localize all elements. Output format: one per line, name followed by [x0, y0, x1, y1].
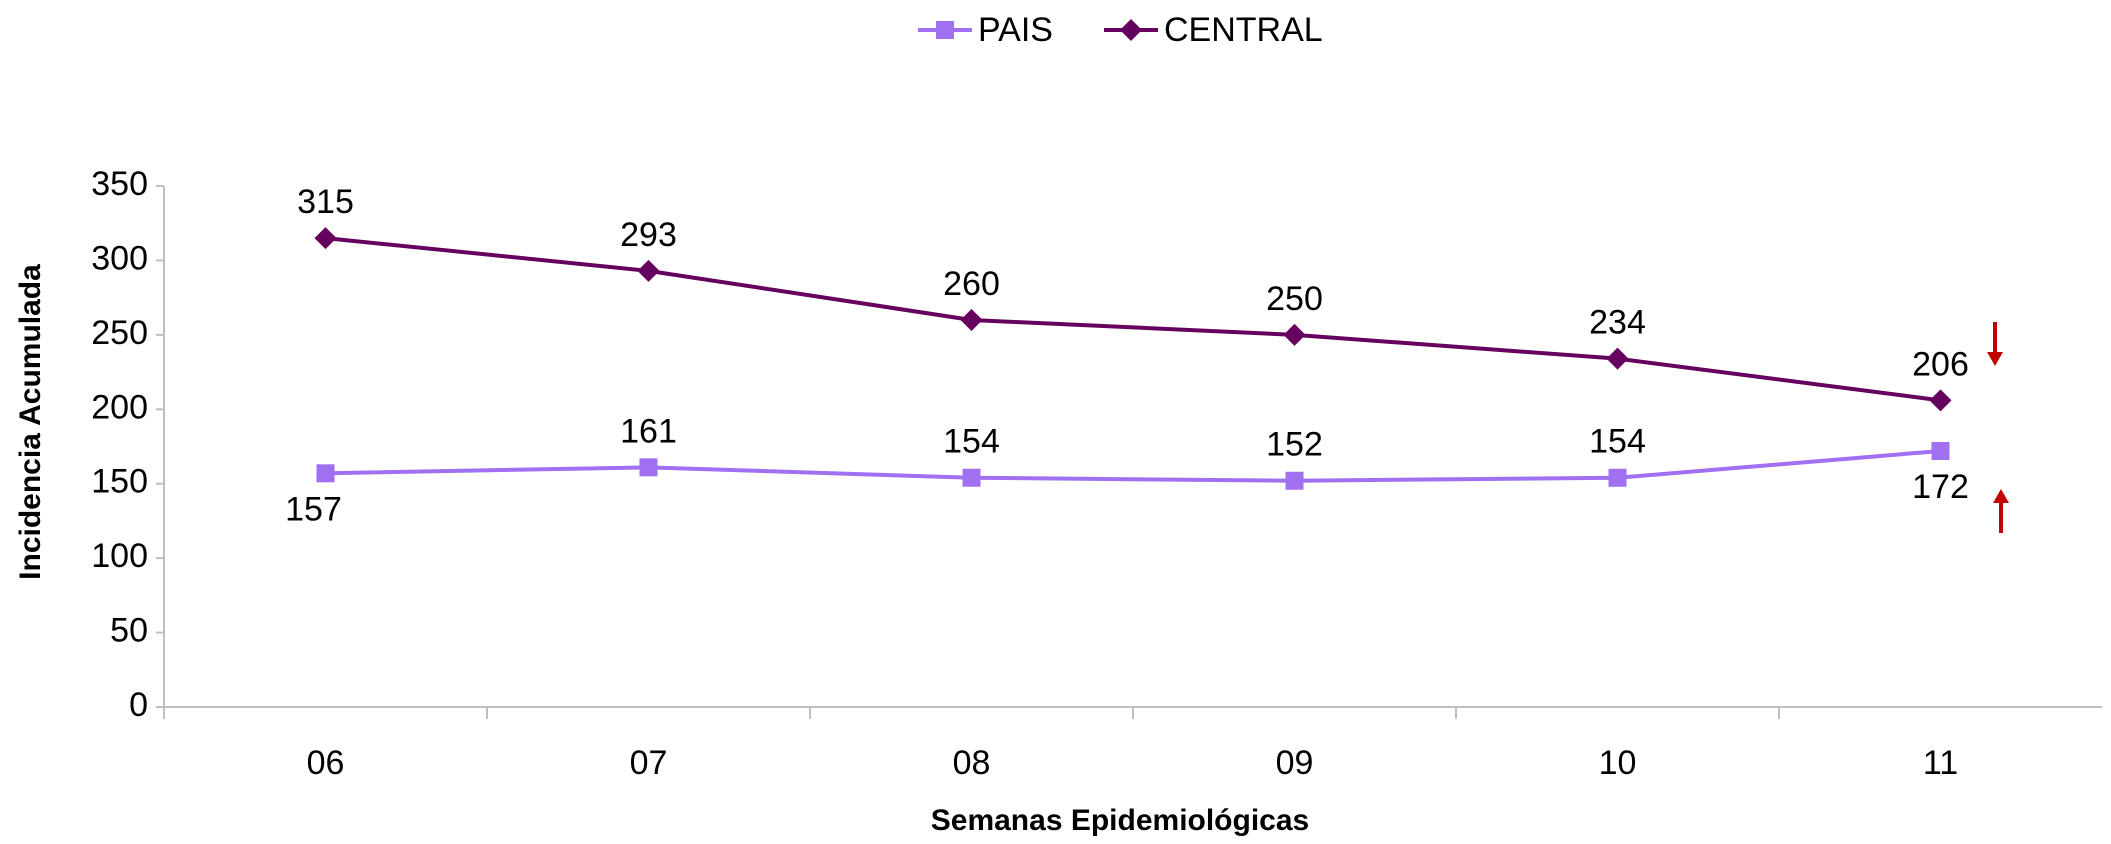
legend-label: PAIS [978, 11, 1053, 49]
marker [1120, 19, 1142, 41]
y-tick-label: 200 [91, 388, 148, 426]
y-tick-label: 250 [91, 314, 148, 352]
data-label: 152 [1266, 426, 1323, 464]
data-label: 172 [1912, 468, 1969, 506]
y-tick-label: 0 [129, 686, 148, 724]
y-axis-title: Incidencia Acumulada [14, 264, 47, 580]
x-tick-label: 07 [630, 744, 668, 782]
trend-arrow-head [1987, 352, 2003, 366]
x-tick-label: 06 [307, 744, 345, 782]
marker [962, 468, 981, 487]
data-label: 234 [1589, 304, 1646, 342]
marker [316, 464, 335, 483]
marker [1929, 389, 1952, 412]
data-label: 154 [1589, 423, 1646, 461]
x-tick-label: 08 [953, 744, 991, 782]
marker [1608, 468, 1627, 487]
x-tick-label: 10 [1599, 744, 1637, 782]
marker [936, 21, 954, 39]
marker [1283, 323, 1306, 346]
y-tick-label: 50 [110, 612, 148, 650]
trend-arrow-head [1993, 489, 2009, 503]
x-tick-label: 09 [1276, 744, 1314, 782]
y-tick-label: 150 [91, 463, 148, 501]
data-label: 154 [943, 423, 1000, 461]
series-line [325, 236, 1941, 403]
y-tick-label: 350 [91, 165, 148, 203]
data-label: 206 [1912, 345, 1969, 383]
marker [639, 458, 658, 477]
marker [960, 308, 983, 331]
series-line [325, 448, 1941, 483]
marker [1931, 441, 1950, 460]
data-label: 157 [285, 490, 342, 528]
x-axis-title: Semanas Epidemiológicas [931, 804, 1309, 837]
data-label: 250 [1266, 280, 1323, 318]
marker [637, 259, 660, 282]
x-tick-label: 11 [1923, 744, 1958, 782]
data-label: 293 [620, 216, 677, 254]
marker [314, 227, 337, 250]
marker [1606, 347, 1629, 370]
data-label: 161 [620, 412, 677, 450]
y-tick-label: 100 [91, 537, 148, 575]
marker [1285, 471, 1304, 490]
data-label: 315 [297, 183, 354, 221]
y-tick-label: 300 [91, 239, 148, 277]
data-label: 260 [943, 265, 1000, 303]
legend-label: CENTRAL [1164, 11, 1323, 49]
